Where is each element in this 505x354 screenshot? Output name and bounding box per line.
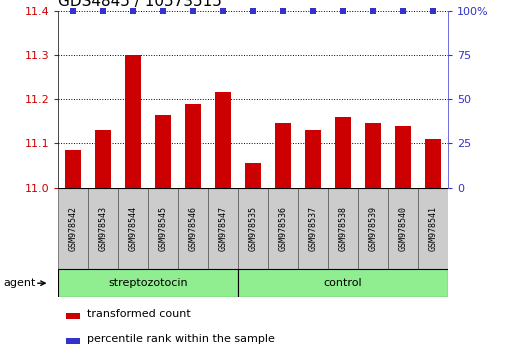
Point (69, 8, 77, 13)
Text: GSM978543: GSM978543 (98, 206, 108, 251)
Text: GSM978540: GSM978540 (397, 206, 407, 251)
Text: GSM978547: GSM978547 (218, 206, 227, 251)
Text: GSM978538: GSM978538 (338, 206, 347, 251)
Bar (88, 188, 118, 269)
Point (368, 8, 376, 13)
Point (398, 8, 406, 13)
Bar (387, 188, 417, 269)
Bar (364, 124, 380, 188)
Bar (208, 188, 237, 269)
Text: GSM978541: GSM978541 (427, 206, 436, 251)
Text: agent: agent (3, 278, 35, 288)
Point (219, 8, 227, 13)
Text: GSM978542: GSM978542 (69, 206, 78, 251)
Point (428, 8, 436, 13)
Point (278, 8, 286, 13)
Bar (65, 150, 81, 188)
Bar (327, 188, 357, 269)
Bar (125, 55, 141, 188)
Bar (394, 126, 410, 188)
Bar (148, 188, 178, 269)
Bar (334, 117, 350, 188)
Bar (66, 338, 79, 344)
Bar (274, 124, 291, 188)
Bar (237, 188, 268, 269)
Bar (66, 313, 79, 319)
Bar (417, 188, 447, 269)
Point (338, 8, 346, 13)
Bar (357, 188, 387, 269)
Point (189, 8, 197, 13)
Text: GDS4845 / 10573515: GDS4845 / 10573515 (58, 0, 222, 10)
Text: GSM978544: GSM978544 (128, 206, 137, 251)
Text: streptozotocin: streptozotocin (108, 278, 187, 288)
Bar (424, 139, 440, 188)
Bar (58, 269, 237, 297)
Text: percentile rank within the sample: percentile rank within the sample (87, 334, 275, 344)
Bar (214, 92, 231, 188)
Text: GSM978546: GSM978546 (188, 206, 197, 251)
Point (308, 8, 316, 13)
Bar (184, 104, 201, 188)
Bar (118, 188, 148, 269)
Bar (268, 188, 297, 269)
Text: GSM978535: GSM978535 (248, 206, 257, 251)
Point (129, 8, 137, 13)
Bar (244, 163, 261, 188)
Bar (237, 269, 447, 297)
Point (159, 8, 167, 13)
Text: control: control (323, 278, 362, 288)
Bar (95, 130, 111, 188)
Point (248, 8, 257, 13)
Bar (155, 115, 171, 188)
Text: GSM978539: GSM978539 (368, 206, 377, 251)
Text: GSM978536: GSM978536 (278, 206, 287, 251)
Text: GSM978545: GSM978545 (158, 206, 167, 251)
Text: GSM978537: GSM978537 (308, 206, 317, 251)
Bar (304, 130, 321, 188)
Bar (178, 188, 208, 269)
Text: transformed count: transformed count (87, 309, 191, 319)
Bar (58, 188, 88, 269)
Point (99, 8, 107, 13)
Bar (297, 188, 327, 269)
